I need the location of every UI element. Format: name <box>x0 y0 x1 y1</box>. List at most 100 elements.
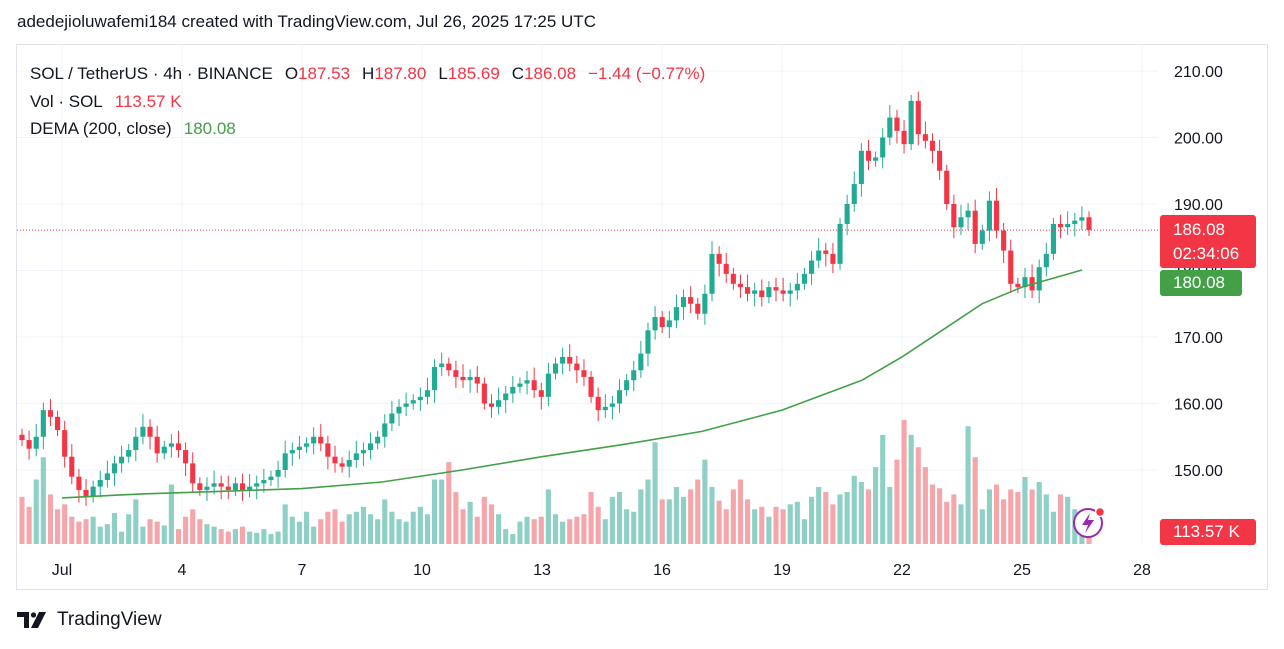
candle-body <box>659 317 665 328</box>
candle-body <box>730 273 736 284</box>
volume-bar <box>979 509 985 544</box>
volume-bar <box>403 521 409 544</box>
candle-body <box>1065 223 1071 228</box>
candle-body <box>382 423 388 437</box>
volume-label[interactable]: Vol · SOL <box>30 91 103 111</box>
candle-body <box>204 486 210 490</box>
symbol-label[interactable]: SOL / TetherUS · 4h · BINANCE <box>30 64 273 83</box>
countdown-value: 02:34:06 <box>1173 244 1240 263</box>
volume-bar <box>254 532 260 544</box>
candle-body <box>787 290 793 294</box>
close-label: C <box>511 64 525 83</box>
dema-label[interactable]: DEMA (200, close) <box>30 119 172 138</box>
volume-bar <box>104 524 110 544</box>
footer: TradingView <box>17 609 162 631</box>
candle-body <box>944 170 950 204</box>
candle-body <box>303 443 310 447</box>
open-value: 187.53 <box>298 64 351 83</box>
volume-bar <box>908 434 914 544</box>
volume-bar <box>55 509 61 544</box>
volume-bar <box>247 531 253 544</box>
footer-brand[interactable]: TradingView <box>57 609 162 630</box>
candle-body <box>986 200 992 231</box>
dema-badge-value: 180.08 <box>1173 273 1225 292</box>
volume-bar <box>958 504 964 544</box>
volume-bar <box>887 486 893 544</box>
volume-bar <box>367 514 374 544</box>
last-price-value: 186.08 <box>1173 220 1225 239</box>
change-value: −1.44 (−0.77%) <box>588 64 706 83</box>
low-label: L <box>438 64 448 83</box>
volume-bar <box>730 489 736 544</box>
candle-body <box>766 287 772 298</box>
volume-bar <box>759 506 765 544</box>
candle-body <box>744 287 751 294</box>
candle-body <box>716 253 722 264</box>
volume-bar <box>1050 511 1056 544</box>
volume-bar <box>325 511 331 544</box>
candle-body <box>1072 220 1078 224</box>
candle-body <box>432 366 438 391</box>
volume-bar <box>666 499 672 544</box>
candle-body <box>638 353 644 371</box>
candle-body <box>524 380 530 384</box>
candle-body <box>311 436 317 444</box>
volume-bar <box>33 479 39 544</box>
candle-body <box>837 223 843 264</box>
candle-body <box>104 473 110 480</box>
candle-body <box>1008 250 1014 284</box>
x-tick-label: 25 <box>1013 562 1031 579</box>
volume-bar <box>993 484 1000 544</box>
volume-bar <box>375 519 381 544</box>
candle-body <box>1001 230 1007 251</box>
volume-bar <box>744 499 751 544</box>
candle-body <box>588 376 594 397</box>
candle-body <box>531 380 537 391</box>
candle-body <box>396 406 402 414</box>
volume-bar <box>1036 482 1042 544</box>
volume-bar <box>830 504 836 544</box>
chart-caption: adedejioluwafemi184 created with Trading… <box>17 12 596 31</box>
candle-body <box>183 450 189 464</box>
x-tick-label: 22 <box>893 562 911 579</box>
candle-body <box>1022 277 1028 288</box>
volume-bar <box>972 457 978 544</box>
volume-bar <box>787 504 793 544</box>
volume-bar <box>545 489 551 544</box>
candle-body <box>325 443 331 457</box>
volume-bar <box>801 519 808 544</box>
volume-bar <box>488 504 495 544</box>
volume-badge: 113.57 K <box>1160 519 1256 545</box>
tradingview-logo-icon[interactable] <box>17 610 49 630</box>
x-tick-label: 19 <box>773 562 791 579</box>
candle-body <box>247 486 253 490</box>
candle-body <box>538 390 544 397</box>
volume-bar <box>510 534 516 544</box>
y-tick-label: 160.00 <box>1174 397 1223 414</box>
volume-bar <box>154 521 160 544</box>
volume-bar <box>823 491 829 544</box>
volume-bar <box>296 521 302 544</box>
lightning-alert-icon[interactable] <box>1073 506 1106 538</box>
volume-bar <box>311 526 317 544</box>
volume-bar <box>873 467 879 544</box>
candle-body <box>339 463 345 467</box>
candle-body <box>894 117 900 131</box>
volume-bar <box>638 489 644 544</box>
candle-body <box>581 370 587 377</box>
volume-bar <box>766 516 772 544</box>
candle-body <box>823 250 829 254</box>
candle-body <box>759 290 765 298</box>
volume-badge-value: 113.57 K <box>1173 522 1240 541</box>
volume-bar <box>837 494 843 544</box>
volume-bar <box>232 529 238 544</box>
candle-body <box>958 217 964 228</box>
candle-body <box>552 363 559 374</box>
candle-body <box>1036 267 1042 291</box>
volume-bar <box>360 506 367 544</box>
volume-bar <box>538 516 544 544</box>
volume-bar <box>432 479 438 544</box>
volume-bar <box>965 426 971 544</box>
volume-bar <box>552 514 559 544</box>
